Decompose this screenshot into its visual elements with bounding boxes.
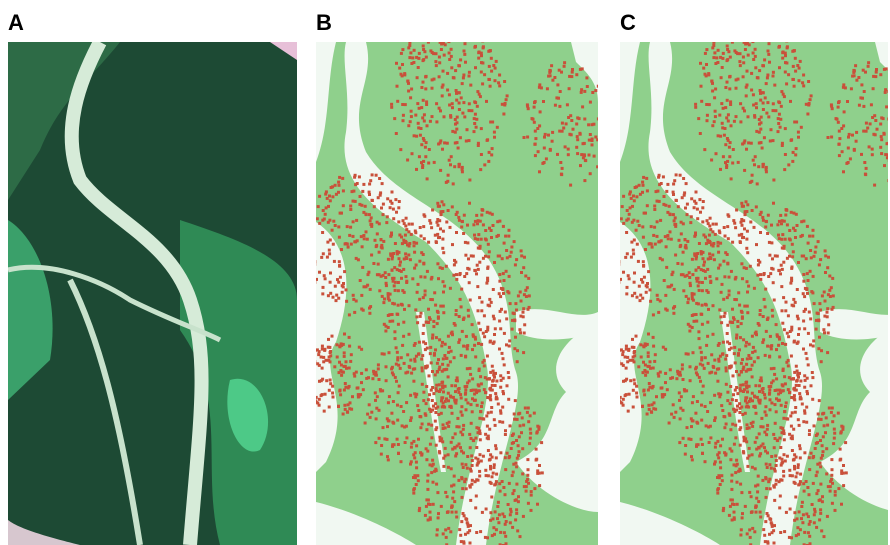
panel-label: A — [8, 10, 24, 35]
panel-label: B — [316, 10, 332, 35]
classification-map — [610, 19, 890, 545]
figure: A B C — [0, 0, 890, 545]
satellite-image — [8, 42, 297, 545]
classification-map — [306, 19, 612, 545]
panel-label: C — [620, 10, 636, 35]
